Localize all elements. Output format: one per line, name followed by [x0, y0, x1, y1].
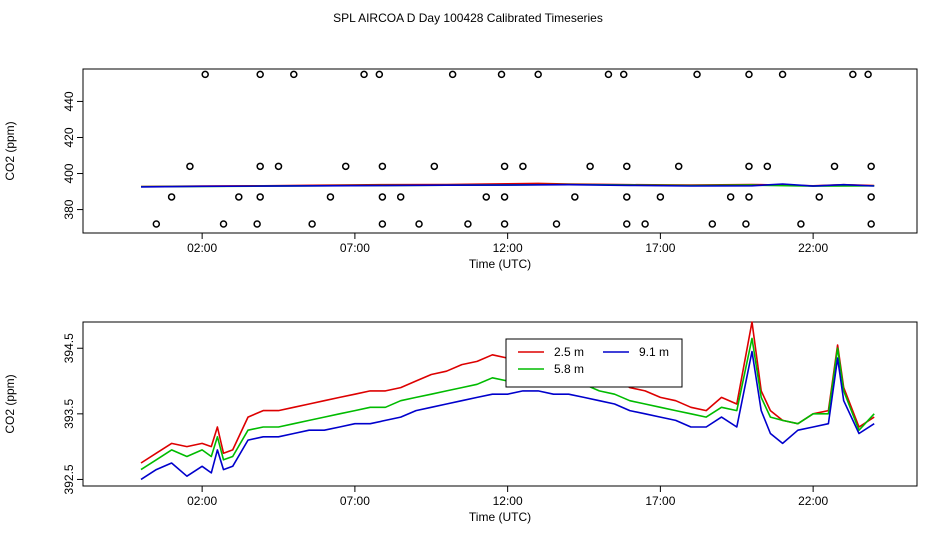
marker-point	[235, 193, 243, 201]
marker-point	[623, 193, 631, 201]
marker-point	[745, 70, 753, 79]
marker-point	[152, 220, 161, 228]
marker-point	[763, 162, 772, 171]
marker-point	[745, 193, 753, 201]
marker-point	[341, 162, 350, 171]
marker-point	[326, 193, 335, 201]
marker-point	[396, 193, 405, 201]
marker-point	[619, 70, 628, 79]
marker-point	[742, 220, 750, 228]
marker-point	[534, 70, 542, 79]
marker-point	[500, 162, 509, 171]
marker-point	[256, 162, 264, 171]
legend-label: 2.5 m	[554, 345, 584, 359]
top-panel: 02:00 07:00 12:00 17:00 22:00 380 400 420 440 Tim…	[3, 68, 918, 271]
marker-point	[378, 193, 387, 201]
x-axis-label: Time (UTC)	[469, 257, 531, 271]
y-tick-label: 400	[62, 163, 76, 183]
x-axis-label: Time (UTC)	[469, 510, 531, 524]
marker-point	[290, 70, 298, 79]
marker-point	[482, 193, 491, 201]
marker-point	[430, 162, 439, 171]
marker-point	[500, 193, 509, 201]
y-tick-label: 392.5	[62, 464, 76, 494]
x-tick-label: 02:00	[187, 241, 217, 255]
marker-point	[745, 162, 753, 171]
y-axis-label: CO2 (ppm)	[3, 374, 17, 433]
marker-point	[186, 162, 194, 171]
marker-point	[726, 193, 735, 201]
marker-point	[864, 70, 872, 79]
marker-point	[219, 220, 228, 228]
marker-point	[623, 162, 631, 171]
figure-title: SPL AIRCOA D Day 100428 Calibrated Times…	[333, 11, 603, 25]
marker-point	[253, 220, 261, 228]
x-tick-label: 07:00	[340, 494, 370, 508]
marker-point	[641, 220, 649, 228]
marker-point	[378, 162, 387, 171]
x-tick-label: 17:00	[645, 494, 675, 508]
x-tick-label: 17:00	[645, 241, 675, 255]
marker-point	[448, 70, 457, 79]
marker-point	[378, 220, 387, 228]
legend: 2.5 m 5.8 m 9.1 m	[505, 338, 683, 388]
marker-point	[867, 162, 875, 171]
marker-point	[604, 70, 613, 79]
series-line-9-1-m	[140, 350, 875, 481]
marker-point	[552, 220, 561, 228]
marker-point	[274, 162, 283, 171]
legend-label: 9.1 m	[639, 345, 669, 359]
marker-point	[256, 70, 264, 79]
plot-frame	[82, 321, 918, 487]
y-tick-label: 394.5	[62, 333, 76, 363]
marker-point	[375, 70, 384, 79]
legend-box	[505, 338, 683, 388]
y-tick-label: 393.5	[62, 399, 76, 429]
x-tick-label: 12:00	[493, 494, 523, 508]
marker-point	[693, 70, 701, 79]
y-tick-label: 420	[62, 127, 76, 147]
marker-point	[797, 220, 805, 228]
marker-point	[830, 162, 839, 171]
marker-point	[497, 70, 506, 79]
bottom-panel: 02:00 07:00 12:00 17:00 22:00 392.5 393.5 394.5…	[3, 321, 918, 524]
marker-point	[201, 70, 209, 79]
plot-frame	[82, 68, 918, 234]
x-tick-label: 02:00	[187, 494, 217, 508]
y-tick-label: 440	[62, 91, 76, 111]
marker-point	[867, 220, 875, 228]
marker-point	[815, 193, 823, 201]
marker-point	[674, 162, 683, 171]
series-line-9-1-m	[140, 183, 875, 188]
marker-point	[415, 220, 423, 228]
x-tick-label: 22:00	[798, 241, 828, 255]
y-axis-label: CO2 (ppm)	[3, 121, 17, 180]
marker-point	[256, 193, 264, 201]
marker-point	[571, 193, 579, 201]
marker-point	[623, 220, 631, 228]
marker-point	[586, 162, 594, 171]
marker-point	[519, 162, 527, 171]
legend-label: 5.8 m	[554, 362, 584, 376]
x-tick-label: 22:00	[798, 494, 828, 508]
marker-point	[656, 193, 665, 201]
marker-point	[167, 193, 176, 201]
marker-point	[360, 70, 368, 79]
y-tick-label: 380	[62, 199, 76, 219]
marker-point	[778, 70, 787, 79]
marker-point	[500, 220, 509, 228]
marker-point	[708, 220, 717, 228]
marker-point	[849, 70, 857, 79]
x-tick-label: 12:00	[493, 241, 523, 255]
marker-point	[464, 220, 472, 228]
marker-point	[867, 193, 875, 201]
x-tick-label: 07:00	[340, 241, 370, 255]
marker-point	[308, 220, 316, 228]
